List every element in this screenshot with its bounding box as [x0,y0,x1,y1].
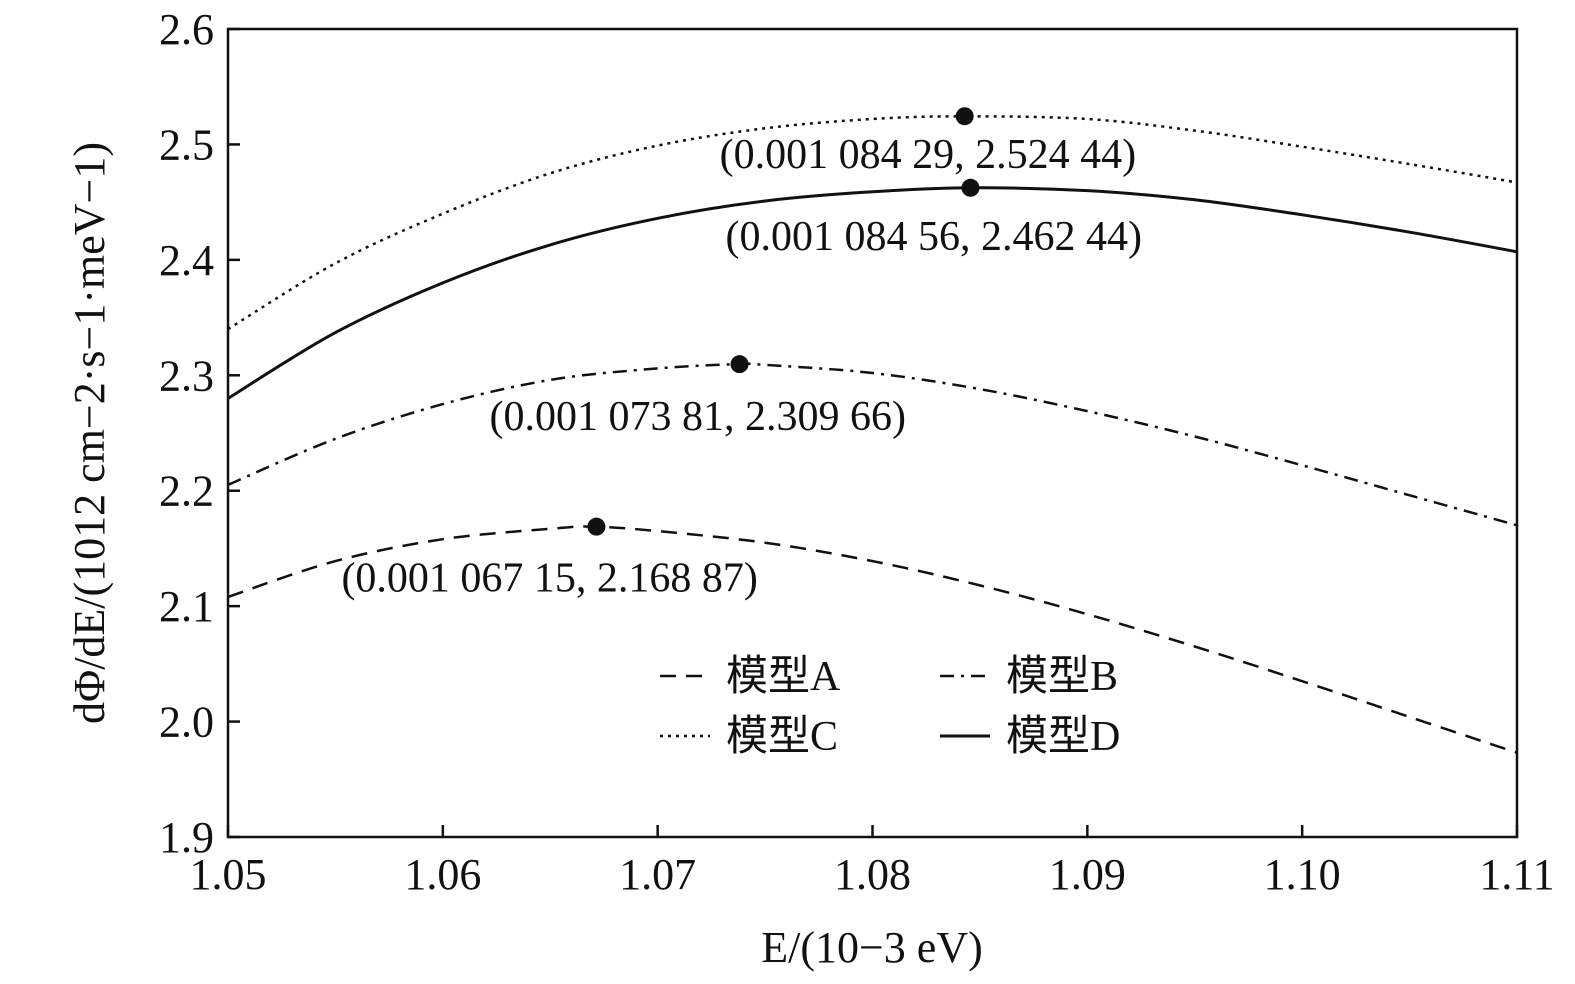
y-tick-label: 2.2 [159,467,214,516]
peak-point-3 [955,107,974,126]
y-axis-label: dΦ/dE/(1012 cm−2·s−1·meV−1) [65,142,114,724]
y-tick-label: 2.4 [159,236,214,285]
peak-label-3: (0.001 084 29, 2.524 44) [720,132,1136,178]
x-axis-label: E/(10−3 eV) [761,923,983,972]
x-tick-label: 1.08 [834,850,911,899]
y-tick-label: 2.1 [159,582,214,631]
peak-markers: (0.001 067 15, 2.168 87) (0.001 073 81, 2… [341,107,1142,602]
legend-label-4: 模型D [1006,714,1120,760]
y-tick-label: 2.0 [159,698,214,747]
peak-label-2: (0.001 073 81, 2.309 66) [490,394,906,440]
legend-label-1: 模型A [726,654,841,700]
x-tick-label: 1.11 [1479,850,1554,899]
series-curves [227,115,1518,754]
peak-label-1: (0.001 067 15, 2.168 87) [341,556,757,602]
y-axis-label-group: dΦ/dE/(1012 cm−2·s−1·meV−1) [65,142,114,724]
series-line-1 [227,525,1518,754]
legend-label-3: 模型C [726,714,838,760]
x-tick-label: 1.09 [1049,850,1126,899]
x-tick-label: 1.06 [404,850,481,899]
series-line-2 [227,362,1518,527]
legend: 模型A 模型B 模型C 模型D [660,654,1120,760]
series-line-4 [227,186,1518,400]
legend-label-2: 模型B [1006,654,1118,700]
y-tick-label: 2.5 [159,120,214,169]
peak-point-1 [587,517,606,536]
y-tick-label: 2.6 [159,5,214,54]
peak-label-4: (0.001 084 56, 2.462 44) [725,214,1141,260]
peak-point-4 [961,178,980,197]
x-tick-label: 1.05 [190,850,267,899]
axis-ticks: 1.05 1.06 1.07 1.08 1.09 1.10 1.11 1.9 2.0 2.1 2.2… [159,5,1555,899]
peak-point-2 [730,355,749,374]
y-tick-label: 2.3 [159,351,214,400]
x-tick-label: 1.10 [1264,850,1341,899]
y-tick-label: 1.9 [159,813,214,862]
x-tick-label: 1.07 [619,850,696,899]
